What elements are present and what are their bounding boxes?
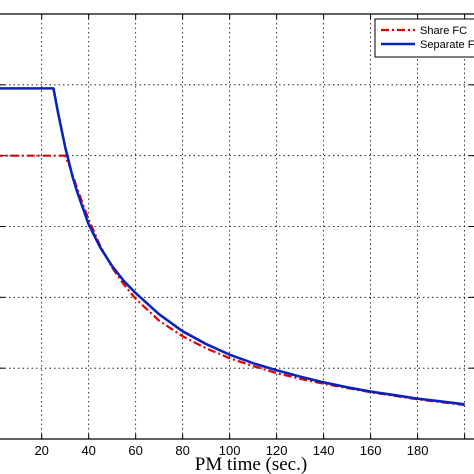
series-lines: [0, 87, 465, 407]
x-tick-label: 140: [313, 443, 335, 458]
x-tick-label: 60: [128, 443, 142, 458]
tick-labels: 20 40 60 80 100 120 140 160 180: [34, 443, 428, 458]
x-tick-label: 20: [34, 443, 48, 458]
x-axis-label: PM time (sec.): [195, 454, 307, 474]
series-line-2: [0, 87, 465, 406]
x-tick-label: 160: [360, 443, 382, 458]
legend-box: [374, 18, 474, 58]
plot-area: [0, 14, 472, 439]
axes: [0, 13, 474, 440]
x-tick-label: 180: [407, 443, 429, 458]
x-tick-label: 100: [219, 443, 241, 458]
legend-label-2: Separate FC: [420, 39, 474, 51]
x-tick-label: 80: [175, 443, 189, 458]
x-tick-label: 40: [81, 443, 95, 458]
legend-label-1: Share FC: [420, 25, 467, 37]
legend: Share FC Separate FC: [374, 18, 474, 58]
x-tick-label: 120: [266, 443, 288, 458]
